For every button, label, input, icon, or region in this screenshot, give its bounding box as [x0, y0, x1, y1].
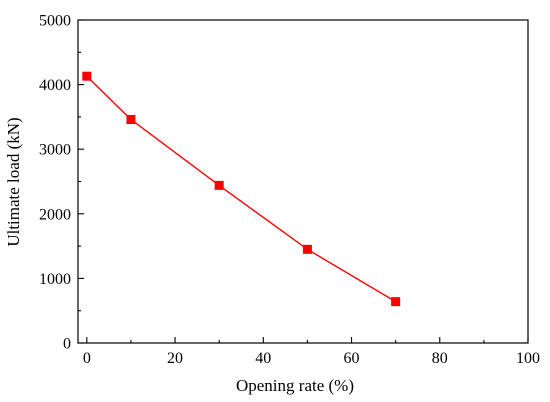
y-tick-label: 3000 [39, 142, 71, 159]
data-point [82, 71, 92, 81]
x-axis-title: Opening rate (%) [236, 376, 354, 395]
data-point [302, 244, 312, 254]
x-tick-label: 20 [167, 350, 183, 367]
data-point [214, 180, 224, 190]
x-tick-label: 80 [432, 350, 448, 367]
y-tick-label: 5000 [39, 13, 71, 30]
x-tick-label: 60 [344, 350, 360, 367]
series-line [86, 75, 397, 303]
data-point [126, 114, 136, 124]
y-tick-label: 4000 [39, 77, 71, 94]
y-tick-label: 1000 [39, 271, 71, 288]
x-tick-label: 40 [255, 350, 271, 367]
series-layer [82, 71, 401, 307]
data-point [391, 297, 401, 307]
y-tick-label: 0 [63, 336, 71, 353]
y-axis-title: Ultimate load (kN) [4, 117, 23, 246]
x-tick-label: 0 [83, 350, 91, 367]
y-tick-label: 2000 [39, 206, 71, 223]
plot-frame [77, 19, 529, 344]
x-tick-label: 100 [516, 350, 540, 367]
